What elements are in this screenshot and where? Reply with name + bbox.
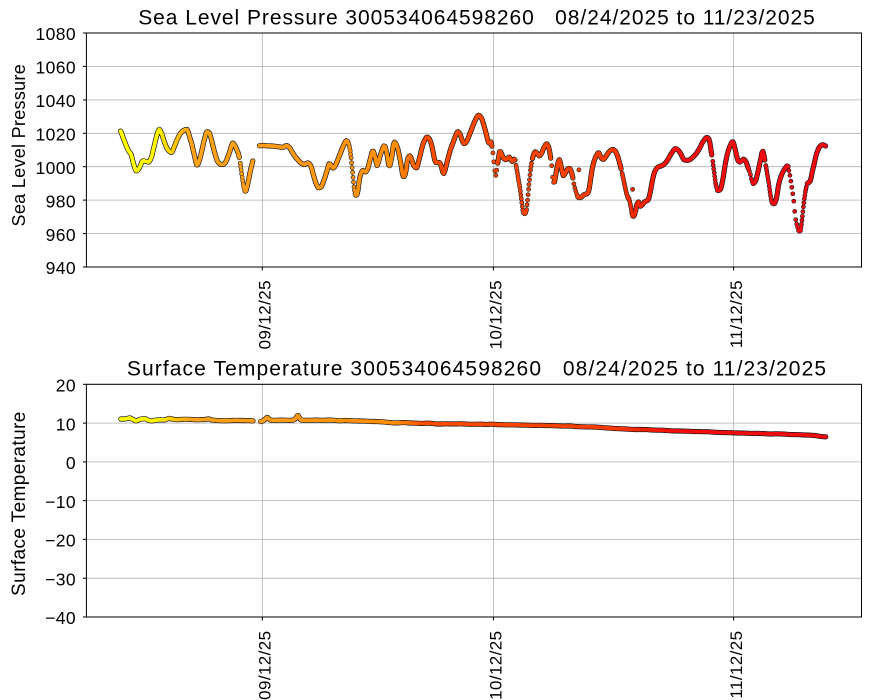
svg-text:0: 0: [66, 453, 76, 473]
svg-text:980: 980: [46, 191, 76, 211]
svg-text:1020: 1020: [35, 125, 76, 145]
svg-text:10: 10: [56, 414, 76, 434]
svg-text:1000: 1000: [35, 158, 76, 178]
svg-text:Surface Temperature 3005340645: Surface Temperature 300534064598260 08/2…: [127, 358, 827, 381]
svg-text:940: 940: [46, 258, 76, 278]
svg-text:09/12/25: 09/12/25: [256, 280, 275, 349]
svg-text:Sea Level Pressure: Sea Level Pressure: [9, 64, 29, 227]
svg-text:−40: −40: [45, 608, 76, 628]
svg-text:20: 20: [56, 376, 76, 396]
svg-text:11/12/25: 11/12/25: [727, 631, 746, 699]
svg-text:Sea Level Pressure 30053406459: Sea Level Pressure 300534064598260 08/24…: [138, 7, 816, 30]
svg-text:1060: 1060: [35, 58, 76, 78]
svg-text:1040: 1040: [35, 91, 76, 111]
svg-text:09/12/25: 09/12/25: [256, 631, 275, 700]
svg-text:11/12/25: 11/12/25: [727, 280, 746, 348]
svg-text:−30: −30: [45, 569, 76, 589]
svg-text:10/12/25: 10/12/25: [487, 280, 506, 349]
svg-text:−10: −10: [45, 492, 76, 512]
svg-text:−20: −20: [45, 531, 76, 551]
svg-text:1080: 1080: [35, 24, 76, 44]
svg-text:10/12/25: 10/12/25: [487, 631, 506, 700]
svg-text:960: 960: [46, 225, 76, 245]
svg-text:Surface Temperature: Surface Temperature: [9, 411, 30, 596]
